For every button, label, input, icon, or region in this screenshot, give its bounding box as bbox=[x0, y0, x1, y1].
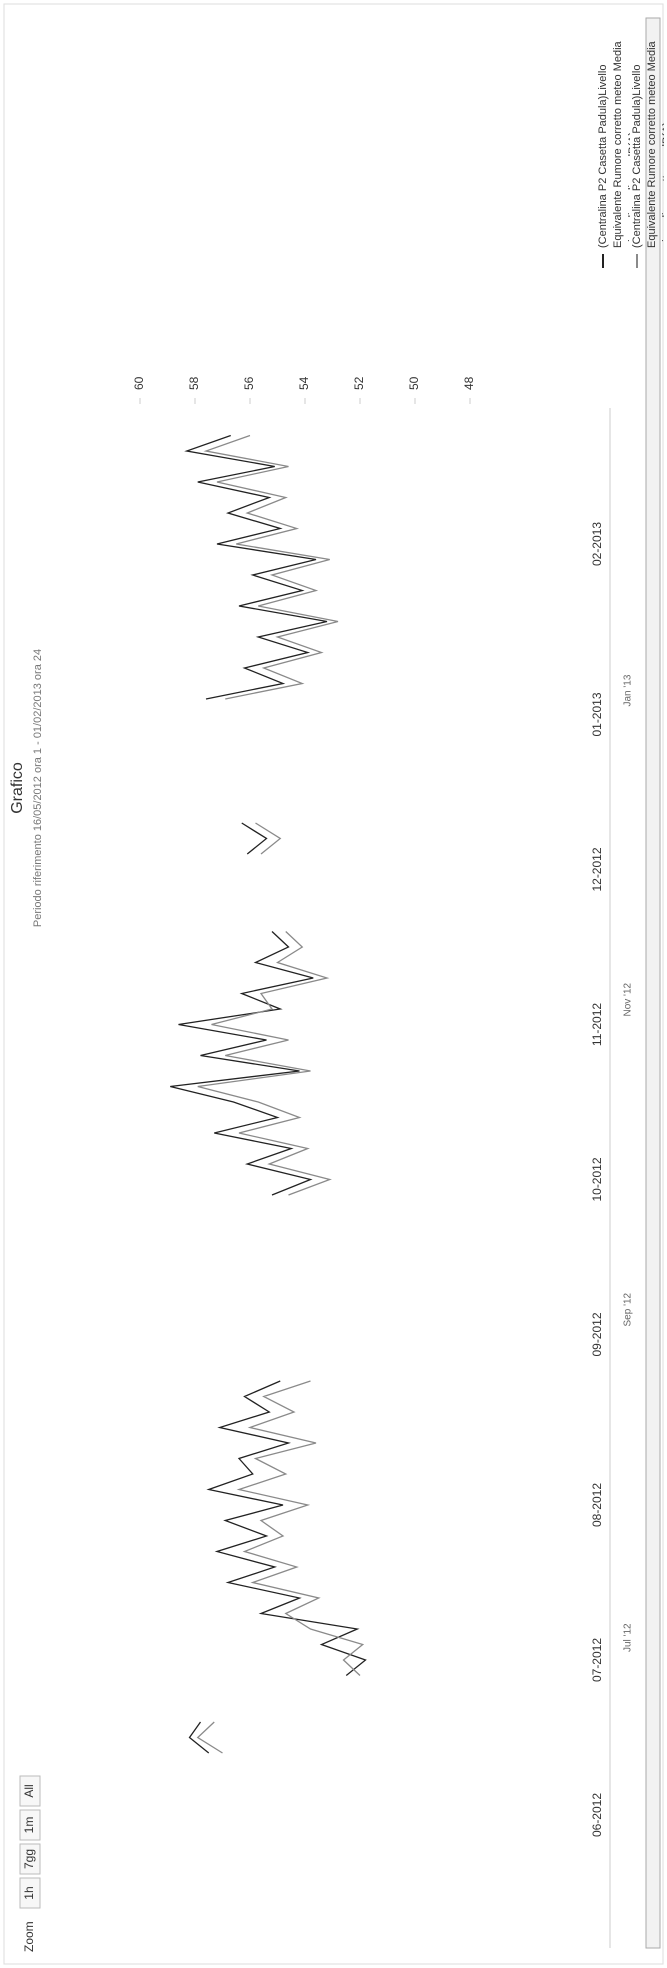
zoom-button[interactable]: 1h bbox=[19, 1877, 41, 1909]
series-line bbox=[241, 822, 268, 855]
x-tick-label: 07-2012 bbox=[590, 1638, 604, 1682]
zoom-button-label: All bbox=[22, 1784, 36, 1797]
series-line bbox=[255, 822, 282, 855]
x-tick-label: 06-2012 bbox=[590, 1793, 604, 1837]
zoom-button-box bbox=[19, 1775, 41, 1807]
rotated-chart: Grafico Periodo riferimento 16/05/2012 o… bbox=[3, 3, 664, 1965]
legend-label: (Centralina P2 Casetta Padula)Livello Eq… bbox=[597, 41, 630, 248]
navigator-label: Sep '12 bbox=[623, 1292, 634, 1326]
chart-subtitle: Periodo riferimento 16/05/2012 ora 1 - 0… bbox=[32, 649, 44, 927]
x-tick-label: 08-2012 bbox=[590, 1483, 604, 1527]
zoom-button-box bbox=[19, 1843, 41, 1875]
legend-entry: (Centralina P2 Casetta Padula)Livello Eq… bbox=[597, 41, 630, 248]
series-line bbox=[196, 1721, 223, 1754]
series-line bbox=[170, 931, 314, 1196]
legend-entry: (Centralina P2 Casetta Padula)Livello Eq… bbox=[631, 41, 664, 248]
zoom-button-box bbox=[19, 1877, 41, 1909]
x-tick-label: 01-2013 bbox=[590, 692, 604, 736]
y-tick-label: 54 bbox=[297, 376, 311, 390]
y-tick-label: 48 bbox=[462, 376, 476, 390]
zoom-button[interactable]: 7gg bbox=[19, 1843, 41, 1875]
x-tick-label: 11-2012 bbox=[590, 1003, 604, 1046]
y-tick-label: 56 bbox=[242, 376, 256, 390]
x-tick-label: 09-2012 bbox=[590, 1312, 604, 1356]
y-tick-label: 58 bbox=[187, 376, 201, 390]
navigator-label: Jul '12 bbox=[623, 1623, 634, 1652]
series-line bbox=[197, 931, 332, 1196]
navigator-scrollbar[interactable] bbox=[645, 17, 661, 1949]
series-line bbox=[184, 434, 328, 700]
y-tick-label: 50 bbox=[407, 376, 421, 390]
series-line bbox=[236, 1380, 365, 1676]
x-tick-label: 02-2013 bbox=[590, 522, 604, 566]
x-tick-label: 12-2012 bbox=[590, 847, 604, 891]
zoom-button-box bbox=[19, 1809, 41, 1841]
zoom-button[interactable]: All bbox=[19, 1775, 41, 1807]
zoom-button-label: 1m bbox=[22, 1817, 36, 1834]
series-line bbox=[203, 434, 339, 700]
zoom-button-label: 1h bbox=[22, 1886, 36, 1899]
zoom-button-label: 7gg bbox=[22, 1849, 36, 1869]
chart-title: Grafico bbox=[9, 762, 26, 814]
series-line bbox=[188, 1721, 210, 1754]
zoom-button[interactable]: 1m bbox=[19, 1809, 41, 1841]
x-tick-label: 10-2012 bbox=[590, 1157, 604, 1201]
zoom-label: Zoom bbox=[22, 1921, 36, 1952]
frame bbox=[3, 3, 664, 1965]
y-tick-label: 60 bbox=[132, 376, 146, 390]
y-tick-label: 52 bbox=[352, 376, 366, 390]
legend-label: (Centralina P2 Casetta Padula)Livello Eq… bbox=[631, 41, 664, 248]
navigator-label: Jan '13 bbox=[623, 674, 634, 706]
navigator-label: Nov '12 bbox=[623, 982, 634, 1016]
series-line bbox=[206, 1380, 367, 1677]
